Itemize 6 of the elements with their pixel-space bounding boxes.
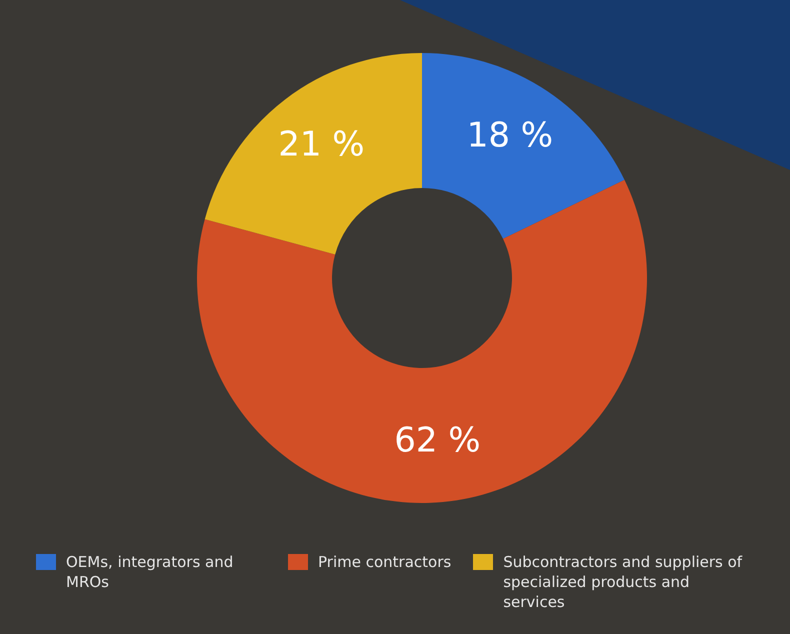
data-label: 18 %: [466, 116, 554, 156]
legend-label: Subcontractors and suppliers of specialized products and services: [503, 552, 744, 612]
data-label: 62 %: [394, 420, 481, 461]
legend-label: Prime contractors: [318, 552, 452, 572]
legend-label: OEMs, integrators and MROs: [66, 552, 234, 592]
data-label: 21 %: [278, 124, 365, 164]
